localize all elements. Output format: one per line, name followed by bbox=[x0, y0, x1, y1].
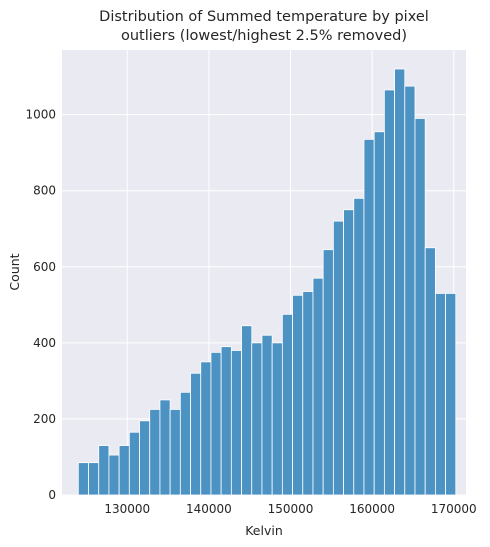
histogram-bar-9 bbox=[169, 409, 181, 496]
y-axis-label: Count bbox=[7, 253, 22, 290]
histogram-bar-20 bbox=[281, 313, 293, 496]
histogram-bar-15 bbox=[230, 350, 242, 496]
histogram-bar-0 bbox=[77, 462, 89, 496]
x-tick-label-4: 170000 bbox=[431, 502, 477, 516]
histogram-bar-23 bbox=[312, 277, 324, 496]
histogram-bar-7 bbox=[149, 409, 161, 496]
x-tick-label-1: 140000 bbox=[186, 502, 232, 516]
histogram-bar-11 bbox=[190, 372, 202, 496]
chart-title-line-2: outliers (lowest/highest 2.5% removed) bbox=[121, 28, 407, 44]
histogram-bar-35 bbox=[434, 293, 446, 496]
y-tick-labels: 0 200 400 600 800 1000 bbox=[25, 108, 56, 502]
histogram-bar-34 bbox=[424, 247, 436, 496]
y-tick-label-3: 600 bbox=[33, 260, 56, 274]
histogram-bar-5 bbox=[128, 431, 140, 496]
histogram-bar-29 bbox=[373, 131, 385, 496]
histogram-bar-26 bbox=[343, 209, 355, 496]
y-tick-label-1: 200 bbox=[33, 412, 56, 426]
histogram-bar-14 bbox=[220, 346, 232, 496]
histogram-bar-33 bbox=[414, 118, 426, 496]
x-tick-label-3: 160000 bbox=[349, 502, 395, 516]
histogram-bar-1 bbox=[88, 462, 100, 496]
histogram-bar-19 bbox=[271, 342, 283, 496]
chart-title-line-1: Distribution of Summed temperature by pi… bbox=[99, 9, 429, 25]
histogram-bar-13 bbox=[210, 351, 222, 496]
histogram-bar-22 bbox=[302, 291, 314, 496]
histogram-bar-30 bbox=[383, 89, 395, 496]
x-axis-label: Kelvin bbox=[245, 523, 283, 538]
histogram-bar-25 bbox=[332, 220, 344, 496]
histogram-bar-27 bbox=[353, 197, 365, 496]
histogram-bar-32 bbox=[404, 85, 416, 496]
y-tick-label-2: 400 bbox=[33, 336, 56, 350]
x-tick-labels: 130000 140000 150000 160000 170000 bbox=[104, 502, 476, 516]
x-tick-label-0: 130000 bbox=[104, 502, 150, 516]
histogram-bar-36 bbox=[445, 293, 457, 496]
histogram-bar-2 bbox=[98, 445, 110, 496]
histogram-bar-3 bbox=[108, 454, 120, 496]
histogram-bar-6 bbox=[139, 420, 151, 496]
y-tick-label-4: 800 bbox=[33, 184, 56, 198]
histogram-bar-31 bbox=[394, 68, 406, 496]
histogram-bar-17 bbox=[251, 342, 263, 496]
y-tick-label-5: 1000 bbox=[25, 108, 56, 122]
histogram-bar-28 bbox=[363, 138, 375, 496]
histogram-bar-18 bbox=[261, 334, 273, 496]
histogram-bar-8 bbox=[159, 399, 171, 496]
histogram-bars bbox=[77, 68, 457, 496]
histogram-bar-4 bbox=[118, 445, 130, 496]
histogram-bar-24 bbox=[322, 249, 334, 496]
histogram-bar-21 bbox=[292, 294, 304, 496]
histogram-bar-12 bbox=[200, 361, 212, 496]
histogram-bar-16 bbox=[241, 325, 253, 496]
x-tick-label-2: 150000 bbox=[268, 502, 314, 516]
histogram-bar-10 bbox=[179, 391, 191, 496]
y-tick-label-0: 0 bbox=[48, 488, 56, 502]
